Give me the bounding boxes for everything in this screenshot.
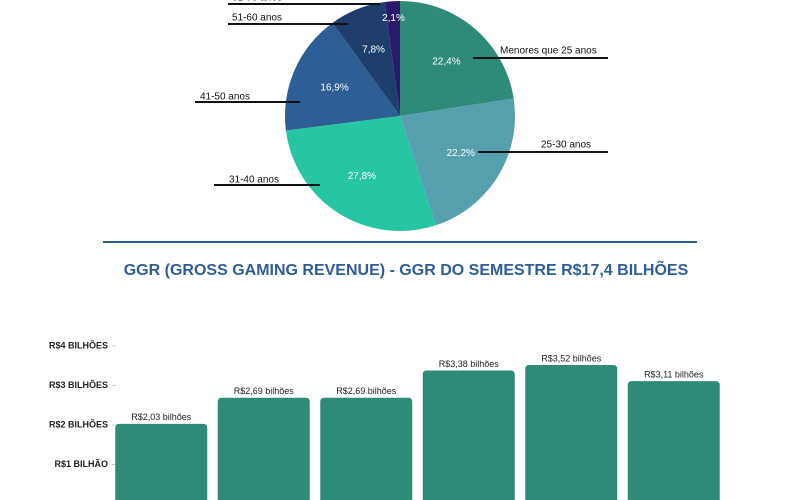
bar xyxy=(422,370,515,500)
bar-chart-title: GGR (GROSS GAMING REVENUE) - GGR DO SEME… xyxy=(124,259,689,279)
bar-value-label: R$2,69 bilhões xyxy=(234,386,295,396)
slice-category-label: 31-40 anos xyxy=(229,175,279,186)
y-tick-label: R$3 BILHÕES xyxy=(49,380,108,390)
pie-slice xyxy=(400,1,514,116)
bar xyxy=(320,397,413,500)
pie-slice xyxy=(285,116,436,231)
y-tick-label: R$0,00 xyxy=(79,498,108,500)
slice-category-label: 25-30 anos xyxy=(541,140,591,151)
slice-value-label: 27,8% xyxy=(348,171,376,182)
y-tick-label: R$4 BILHÕES xyxy=(49,340,108,350)
pie-slice xyxy=(332,2,400,117)
bar xyxy=(627,381,720,500)
y-tick-label: R$1 BILHÃO xyxy=(54,459,108,469)
y-tick-label: R$2 BILHÕES xyxy=(49,419,108,429)
slice-value-label: 7,8% xyxy=(362,44,385,55)
slice-value-label: 16,9% xyxy=(320,82,348,93)
bar xyxy=(525,364,618,500)
pie-slice xyxy=(400,98,515,226)
bar-value-label: R$3,52 bilhões xyxy=(541,353,602,363)
pie-slice xyxy=(384,1,400,116)
bar xyxy=(115,423,208,500)
slice-value-label: 2,1% xyxy=(382,13,405,24)
slice-value-label: 22,4% xyxy=(432,57,460,68)
bar-value-label: R$2,69 bilhões xyxy=(336,386,397,396)
slice-category-label: 51-60 anos xyxy=(232,13,282,24)
slice-category-label: 61-70 anos xyxy=(232,0,282,4)
bar-value-label: R$3,11 bilhões xyxy=(644,370,704,380)
slice-value-label: 22,2% xyxy=(447,148,475,159)
slice-category-label: 41-50 anos xyxy=(200,92,250,103)
slice-category-label: Menores que 25 anos xyxy=(500,46,597,57)
pie-slice xyxy=(285,22,400,131)
bar-value-label: R$2,03 bilhões xyxy=(131,412,192,422)
bar xyxy=(217,397,310,500)
bar-value-label: R$3,38 bilhões xyxy=(439,359,500,369)
